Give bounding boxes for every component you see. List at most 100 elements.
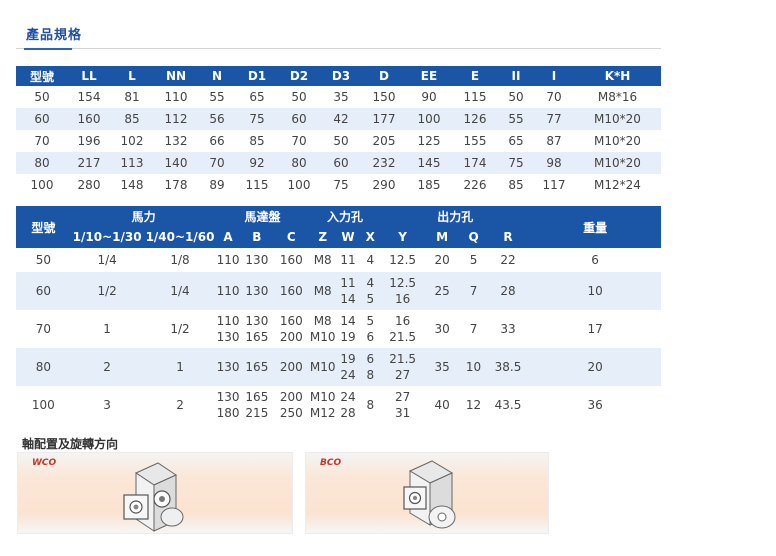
col-header: EE <box>406 66 452 86</box>
cell-value: 24 <box>340 368 356 382</box>
table-cell: 154 <box>77 90 101 104</box>
table-cell: 5 <box>469 253 478 267</box>
col-subheader: X <box>359 226 382 248</box>
cell-value: 11 <box>340 253 356 267</box>
table-cell: 11 14 <box>336 272 360 310</box>
table-cell: 196 <box>77 134 101 148</box>
table-cell: 50 <box>35 253 51 267</box>
cell-value: 14 <box>340 314 356 328</box>
table-cell: 1/4 <box>143 272 217 310</box>
table-cell: 177 <box>362 108 406 130</box>
cell-value: 21.5 <box>389 330 417 344</box>
table-cell: 145 <box>406 152 452 174</box>
table-cell: 17 <box>587 322 603 336</box>
table-row: 60 160 85 112 56 75 60 42 177 100 126 55 77 M10*20 <box>16 108 661 130</box>
table-cell: 33 <box>500 322 516 336</box>
table-cell: 42 <box>320 108 362 130</box>
table-cell: 110 <box>164 90 188 104</box>
table-row: 50 154 81 110 55 65 50 35 150 90 115 50 70 M8*16 <box>16 86 661 108</box>
dimension-spec-table: 型號 LL L NN N D1 D2 D3 D EE E II I K*H 50 154 81 110 55 65 5… <box>16 66 661 196</box>
col-weight-header: 重量 <box>529 206 661 248</box>
table-cell: 89 <box>209 178 225 192</box>
table-cell: 113 <box>110 152 154 174</box>
table-cell: M10 M12 <box>309 386 337 424</box>
table-cell: 217 <box>68 152 110 174</box>
cell-value: 130 <box>245 314 269 328</box>
table-cell: 16 21.5 <box>381 310 424 348</box>
table-cell: 117 <box>542 178 566 192</box>
col-header: D3 <box>320 66 362 86</box>
table-cell: 110 <box>216 248 240 272</box>
table-cell: 110 <box>216 272 240 310</box>
col-subheader: R <box>486 226 530 248</box>
cell-value: 165 <box>245 390 269 404</box>
table-cell: 205 <box>372 134 396 148</box>
table-cell: M10 <box>308 348 337 386</box>
table-cell: 60 <box>16 108 68 130</box>
cell-value: 14 <box>340 292 356 306</box>
col-model-header: 型號 <box>16 206 71 248</box>
cell-value: 215 <box>245 406 269 420</box>
table-cell: 75 <box>236 108 278 130</box>
table-cell: 90 <box>421 90 437 104</box>
col-subheader: M <box>423 226 461 248</box>
shaft-arrangement-title: 軸配置及旋轉方向 <box>22 437 119 451</box>
col-input-hole-header: 入力孔 <box>308 206 382 226</box>
table-cell: M8 <box>309 248 337 272</box>
col-header: LL <box>68 66 110 86</box>
table-cell: 2 <box>176 398 184 412</box>
table-cell: 92 <box>236 152 278 174</box>
table-cell: 38.5 <box>486 348 530 386</box>
cell-value: 12.5 <box>389 253 417 267</box>
table-cell: 50 <box>291 90 307 104</box>
table-cell: 130 <box>240 248 274 272</box>
cell-value: 200 <box>279 330 303 344</box>
col-header: NN <box>154 66 198 86</box>
col-header: L <box>110 66 154 86</box>
table-row: 80 2 1 130 165 200 M10 19 24 6 8 21.5 27 35 10 38.5 20 <box>16 348 661 386</box>
table-cell: 24 28 <box>337 386 359 424</box>
table-cell: 85 <box>508 178 524 192</box>
table-cell: 115 <box>245 178 269 192</box>
table-cell: 3 <box>103 398 111 412</box>
table-cell: 85 <box>110 108 154 130</box>
table-cell: 20 <box>529 348 661 386</box>
cell-value: 200 <box>279 360 303 374</box>
table-cell: 1 <box>103 322 111 336</box>
table-cell: 10 <box>460 348 487 386</box>
table-subheader-row: 1/10~1/30 1/40~1/60 A B C Z W X Y M Q R <box>16 226 661 248</box>
table-cell: 22 <box>500 253 516 267</box>
table-cell: 55 <box>498 108 534 130</box>
table-cell: M8*16 <box>597 90 638 104</box>
table-cell: 70 <box>546 90 562 104</box>
cell-value: 21.5 <box>389 352 417 366</box>
cell-value: 4 <box>366 276 375 290</box>
table-cell: 1/4 <box>97 253 117 267</box>
table-cell: 7 <box>460 272 487 310</box>
cell-value: 160 <box>279 253 303 267</box>
table-cell: 290 <box>372 178 396 192</box>
table-cell: 60 <box>278 108 320 130</box>
table-cell: 112 <box>154 108 198 130</box>
table-cell: M10*20 <box>574 152 661 174</box>
cell-value: 8 <box>366 398 375 412</box>
table-header-row: 型號 馬力 馬達盤 入力孔 出力孔 重量 <box>16 206 661 248</box>
table-cell: 28 <box>486 272 530 310</box>
table-cell: 6 <box>591 253 599 267</box>
cell-value: M10 <box>309 390 336 404</box>
table-cell: 174 <box>452 152 498 174</box>
table-cell: 4 <box>359 248 381 272</box>
cell-value: 12.5 <box>389 276 417 290</box>
col-header: D2 <box>278 66 320 86</box>
table-cell: 1 <box>143 348 217 386</box>
gearbox-wco-icon <box>123 462 184 532</box>
power-spec-table: 型號 馬力 馬達盤 入力孔 出力孔 重量 1/10~1/30 1/40~1/60 A… <box>16 206 661 424</box>
col-header: K*H <box>574 66 661 86</box>
table-cell: 1/8 <box>170 253 190 267</box>
table-cell: 21.5 27 <box>381 348 424 386</box>
table-cell: 70 <box>198 152 236 174</box>
table-row: 50 1/4 1/8 110 130 160 M8 11 4 12.5 20 5 22 6 <box>16 248 661 272</box>
cell-value: M10 <box>309 330 336 344</box>
table-cell: 130 180 <box>216 386 240 424</box>
